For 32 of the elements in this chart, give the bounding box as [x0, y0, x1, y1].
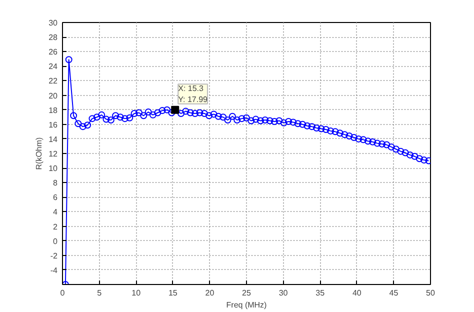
y-axis-title: R(kOhm) — [34, 136, 44, 170]
x-tick-label: 45 — [389, 288, 399, 298]
y-tick-label: 8 — [53, 178, 58, 188]
y-tick-label: 12 — [48, 150, 58, 158]
y-tick-label: 18 — [48, 106, 58, 115]
y-tick-label: 16 — [48, 120, 58, 130]
y-tick-label: 20 — [48, 91, 58, 100]
x-tick-label: 20 — [205, 288, 215, 298]
x-tick-label: 25 — [242, 288, 252, 298]
y-tick-label: 4 — [53, 208, 58, 217]
y-tick-label: 10 — [48, 164, 58, 174]
y-tick-label: -4 — [50, 266, 58, 275]
y-tick-label: 28 — [48, 33, 58, 42]
x-tick-label: 50 — [426, 288, 436, 298]
y-tick-label: 0 — [53, 236, 58, 246]
y-tick-label: 2 — [53, 222, 58, 232]
y-tick-label: 14 — [48, 134, 58, 144]
x-tick-label: 15 — [168, 288, 178, 298]
x-tick-label: 5 — [97, 288, 102, 298]
x-tick-label: 10 — [132, 288, 142, 298]
x-tick-label: 40 — [352, 288, 362, 298]
x-axis-title: Freq (MHz) — [226, 300, 268, 310]
x-tick-label: 0 — [60, 288, 66, 298]
x-tick-label: 30 — [278, 288, 288, 298]
y-tick-label: 24 — [48, 62, 58, 72]
y-tick-label: -2 — [50, 251, 58, 260]
y-tick-label: 22 — [48, 76, 58, 86]
y-tick-label: 30 — [48, 18, 58, 28]
y-tick-label: 26 — [48, 48, 58, 57]
x-tick-label: 35 — [316, 288, 326, 298]
annotation: X: 15.3 Y: 17.99 — [178, 84, 208, 104]
y-tick-label: 6 — [53, 193, 58, 202]
